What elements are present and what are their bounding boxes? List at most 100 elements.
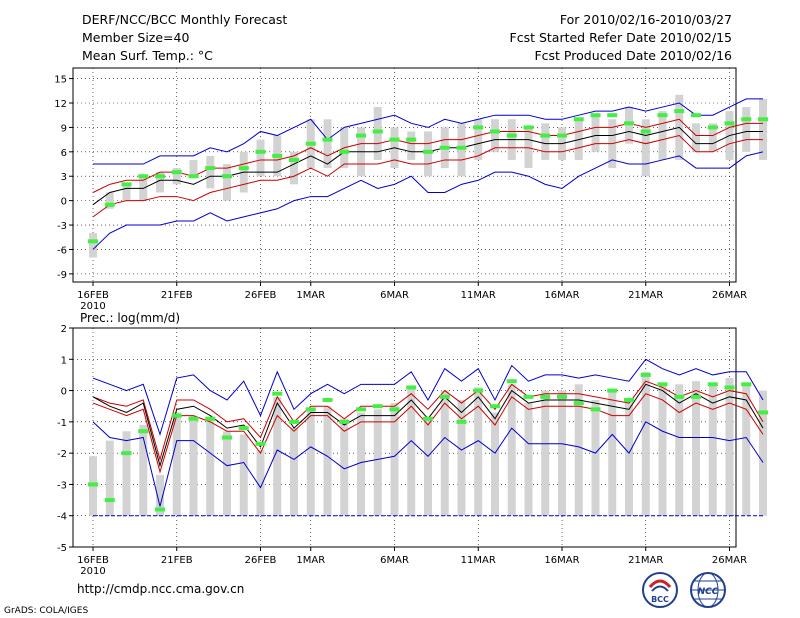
member-range-box (290, 428, 298, 516)
member-range-box (105, 440, 114, 516)
x-tick-label: 21MAR (628, 555, 663, 566)
observed-marker (88, 239, 98, 244)
observed-marker (724, 385, 735, 390)
member-range-box (641, 119, 650, 177)
series-ensemble-max (92, 358, 764, 437)
observed-marker (523, 125, 534, 130)
observed-marker (624, 121, 634, 126)
member-range-box (759, 98, 767, 160)
series-ensemble-min (92, 151, 764, 250)
observed-marker (205, 416, 216, 421)
observed-marker (406, 385, 417, 390)
observed-marker (88, 482, 98, 487)
observed-marker (272, 153, 283, 158)
member-range-box (608, 390, 617, 516)
x-tick-label: 1MAR (296, 290, 325, 301)
source-url[interactable]: http://cmdp.ncc.cma.gov.cn (77, 582, 245, 596)
observed-marker (155, 507, 165, 512)
observed-marker (490, 129, 500, 134)
member-range-box (407, 131, 416, 160)
observed-marker (439, 145, 450, 150)
observed-marker (121, 182, 132, 187)
y-tick-label: -3 (57, 221, 67, 232)
member-range-box (172, 412, 181, 516)
ncc-logo: NCC (690, 572, 726, 608)
member-range-box (625, 399, 633, 516)
y-tick-label: 15 (54, 75, 67, 86)
y-tick-label: 6 (61, 148, 67, 159)
y-tick-label: -2 (57, 449, 67, 460)
precip-panel-title: Prec.: log(mm/d) (80, 311, 180, 325)
x-tick-label: 6MAR (380, 290, 409, 301)
observed-marker (490, 404, 500, 409)
forecast-period: For 2010/02/16-2010/03/27 (559, 12, 732, 27)
member-range-box (256, 139, 265, 177)
member-range-box (675, 384, 684, 516)
member-range-box (658, 384, 667, 516)
member-range-box (692, 381, 700, 516)
observed-marker (573, 401, 584, 406)
x-tick-label: 11MAR (461, 555, 496, 566)
x-tick-label: 16FEB (77, 555, 109, 566)
observed-marker (356, 133, 366, 138)
variable-label: Mean Surf. Temp.: °C (82, 48, 213, 63)
member-range-box (424, 131, 432, 177)
observed-marker (138, 429, 149, 434)
observed-marker (473, 388, 484, 393)
observed-marker (607, 388, 618, 393)
member-range-box (390, 403, 399, 516)
observed-marker (573, 117, 584, 122)
observed-marker (640, 372, 651, 377)
series-lower-spread (92, 134, 763, 218)
x-tick-label: 21FEB (161, 290, 193, 301)
observed-marker (557, 394, 567, 399)
observed-marker (305, 407, 316, 412)
observed-marker (473, 125, 484, 130)
member-range-box (206, 155, 215, 189)
observed-marker (590, 407, 601, 412)
x-tick-label: 16MAR (544, 290, 579, 301)
observed-marker (741, 382, 752, 387)
member-range-box (759, 390, 767, 516)
member-range-box (457, 399, 466, 516)
observed-marker (707, 382, 718, 387)
x-tick-label: 1MAR (296, 555, 325, 566)
member-range-box (206, 418, 215, 516)
observed-marker (188, 174, 199, 179)
observed-marker (523, 394, 534, 399)
member-range-box (625, 107, 633, 144)
started-date: Fcst Started Refer Date 2010/02/15 (509, 30, 733, 45)
member-range-box (507, 384, 516, 516)
member-range-box (122, 184, 131, 201)
observed-marker (389, 407, 400, 412)
member-range-box (574, 384, 583, 516)
member-range-box (725, 378, 734, 516)
plot-frame (72, 67, 737, 283)
member-range-box (424, 418, 432, 516)
member-range-box (692, 123, 700, 152)
ncc-logo-text: NCC (698, 587, 719, 597)
x-tick-label: 21FEB (161, 555, 193, 566)
observed-marker (171, 413, 182, 418)
observed-marker (657, 382, 668, 387)
y-tick-label: -5 (57, 543, 67, 554)
member-size: Member Size=40 (82, 30, 190, 45)
member-range-box (742, 107, 751, 152)
x-tick-label: 21MAR (628, 290, 663, 301)
member-range-box (189, 415, 198, 516)
x-tick-label: 11MAR (461, 290, 496, 301)
observed-marker (674, 109, 685, 114)
y-tick-label: 1 (61, 355, 67, 366)
observed-marker (171, 170, 182, 175)
observed-marker (640, 129, 651, 134)
produced-date: Fcst Produced Date 2010/02/16 (534, 48, 732, 63)
member-range-box (373, 107, 382, 160)
member-range-box (742, 384, 751, 516)
x-tick-label: 6MAR (380, 555, 409, 566)
observed-marker (322, 137, 333, 142)
member-range-box (474, 387, 483, 516)
member-range-box (641, 371, 650, 516)
observed-marker (540, 133, 551, 138)
member-range-box (273, 396, 282, 516)
